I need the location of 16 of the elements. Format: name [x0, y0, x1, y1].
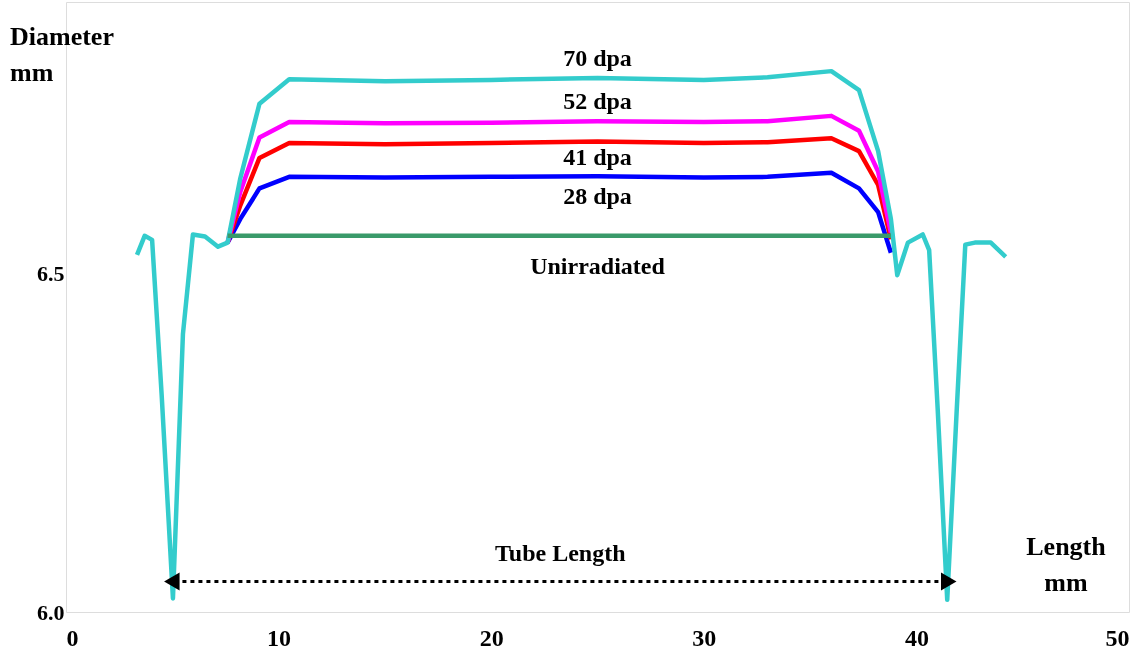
y-tick-label: 6.5	[37, 260, 65, 286]
x-axis-title: Length mm	[1026, 532, 1107, 597]
series-label: 70 dpa	[563, 44, 632, 71]
x-tick-label: 30	[692, 624, 717, 651]
series-label: 41 dpa	[563, 143, 632, 170]
x-tick-label: 10	[267, 624, 292, 651]
x-tick-label: 0	[66, 624, 79, 651]
y-tick-label: 6.0	[37, 599, 65, 625]
x-tick-label: 20	[479, 624, 504, 651]
series-label: 28 dpa	[563, 183, 632, 210]
x-tick-label: 40	[904, 624, 929, 651]
series-label: Unirradiated	[530, 252, 666, 279]
series-label: 52 dpa	[563, 88, 632, 115]
annotation: Tube Length	[495, 539, 626, 566]
y-axis-title: Diameter mm	[10, 22, 114, 87]
x-tick-label: 50	[1105, 624, 1130, 651]
